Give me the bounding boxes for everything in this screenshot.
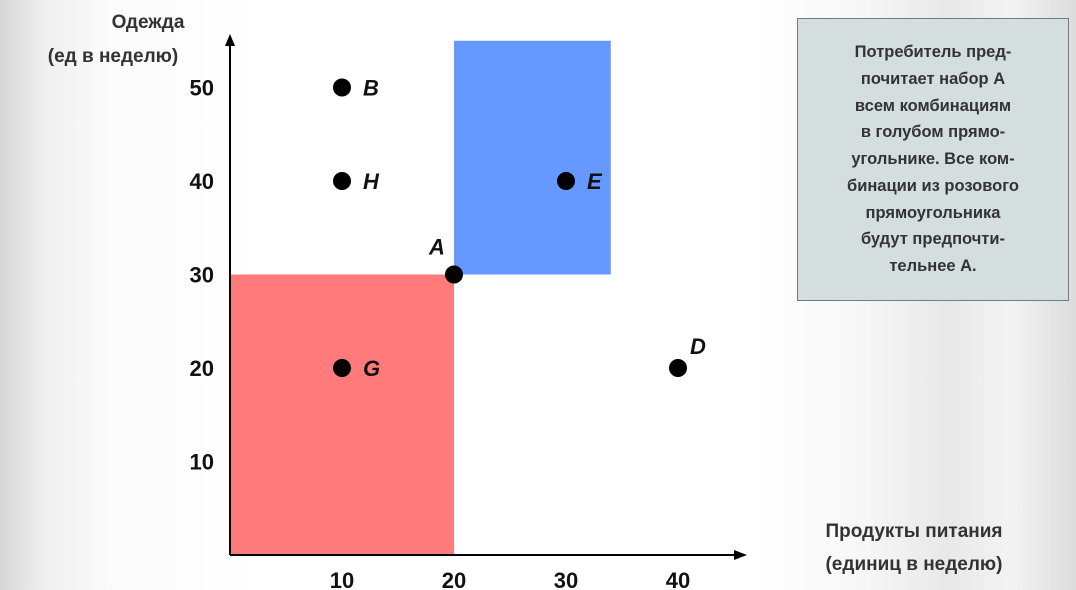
- y-axis-title-line-2: (ед в неделю): [48, 46, 179, 67]
- points-layer: B H E A G D: [333, 76, 706, 381]
- x-tick-label-20: 20: [442, 568, 466, 590]
- y-tick-label-30: 30: [190, 263, 214, 288]
- point-label-G: G: [363, 356, 380, 381]
- x-axis-title-line-1: Продукты питания: [825, 521, 1002, 542]
- point-label-A: A: [428, 235, 445, 260]
- tick-labels: 10 20 30 40 10 20 30 40 50: [190, 76, 691, 590]
- y-tick-label-40: 40: [190, 169, 214, 194]
- pink-region: [230, 274, 454, 555]
- y-tick-label-20: 20: [190, 356, 214, 381]
- axes: [225, 34, 747, 560]
- y-axis-arrow-icon: [225, 34, 235, 46]
- blue-region: [454, 40, 611, 275]
- x-tick-label-10: 10: [330, 568, 354, 590]
- axis-titles: Одежда (ед в неделю) Продукты питания (е…: [48, 12, 1003, 575]
- y-tick-label-10: 10: [190, 450, 214, 475]
- y-axis-title-line-1: Одежда: [112, 12, 185, 33]
- y-tick-label-50: 50: [190, 76, 214, 101]
- point-E: [557, 172, 575, 190]
- note-box: Потребитель пред- почитает набор А всем …: [797, 18, 1069, 301]
- x-axis-title-line-2: (единиц в неделю): [825, 554, 1002, 575]
- point-G: [333, 359, 351, 377]
- note-text: Потребитель пред- почитает набор А всем …: [847, 43, 1019, 276]
- x-tick-label-30: 30: [554, 568, 578, 590]
- point-H: [333, 172, 351, 190]
- point-label-E: E: [587, 169, 603, 194]
- point-B: [333, 78, 351, 97]
- point-label-B: B: [363, 76, 379, 101]
- point-label-H: H: [363, 169, 380, 194]
- point-D: [669, 359, 687, 377]
- x-tick-label-40: 40: [666, 568, 690, 590]
- x-axis-arrow-icon: [734, 550, 747, 560]
- regions-layer: [230, 40, 611, 555]
- point-label-D: D: [690, 334, 706, 359]
- point-A: [445, 265, 463, 284]
